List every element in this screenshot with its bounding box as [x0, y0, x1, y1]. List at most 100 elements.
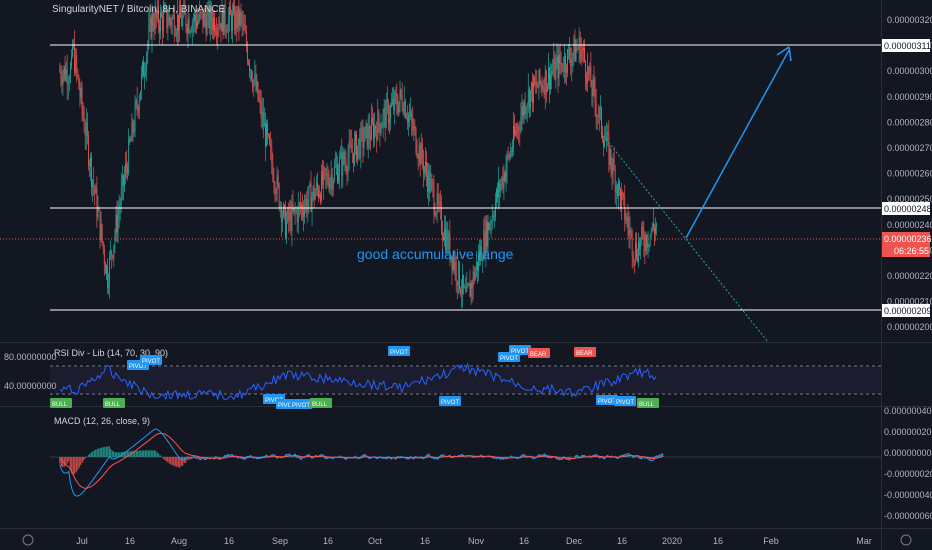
- macd-tick: 0.00000000: [884, 448, 932, 458]
- macd-bar: [198, 457, 200, 460]
- candle-body: [548, 67, 549, 85]
- candle-body: [394, 92, 396, 111]
- candle-body: [99, 210, 101, 241]
- candle-body: [621, 192, 622, 208]
- candle-body: [114, 234, 116, 245]
- macd-bar: [176, 457, 178, 467]
- candle-body: [543, 86, 545, 96]
- candle-body: [584, 47, 585, 62]
- candle-body: [306, 198, 308, 212]
- macd-bar: [266, 455, 268, 457]
- macd-bar: [71, 457, 73, 474]
- macd-bar: [395, 457, 397, 459]
- level-label-311: 0.00000311: [884, 41, 931, 51]
- candle-body: [254, 74, 256, 80]
- candle-body: [311, 196, 313, 212]
- candle-body: [104, 263, 106, 274]
- candle-body: [566, 70, 567, 73]
- macd-bar: [603, 457, 605, 459]
- macd-bar: [632, 457, 634, 458]
- candle-body: [188, 18, 190, 33]
- candle-body: [536, 82, 538, 88]
- candle-body: [473, 271, 475, 281]
- candle-body: [523, 102, 525, 116]
- candle-body: [77, 70, 79, 77]
- candle-body: [151, 13, 153, 38]
- candle-body: [232, 12, 233, 32]
- candle-body: [182, 15, 184, 26]
- candle-body: [327, 173, 329, 183]
- candle-body: [358, 138, 360, 146]
- candle-body: [351, 152, 353, 154]
- candle-body: [435, 213, 437, 216]
- candle-body: [602, 132, 603, 140]
- candle-body: [60, 71, 62, 80]
- candle-body: [110, 250, 112, 257]
- candle-body: [192, 21, 194, 23]
- candle-body: [366, 123, 368, 148]
- candle-body: [262, 111, 264, 128]
- candle-body: [528, 88, 530, 109]
- macd-bar: [65, 457, 67, 466]
- candle-body: [453, 258, 455, 271]
- candle-body: [368, 126, 370, 138]
- time-label: Jul: [76, 536, 88, 546]
- candle-body: [616, 185, 618, 196]
- rsi-marker-bg: [509, 345, 531, 355]
- candle-body: [265, 122, 266, 147]
- candle-body: [611, 167, 613, 175]
- candle-body: [516, 130, 518, 133]
- time-label: Sep: [272, 536, 288, 546]
- macd-bar: [293, 456, 295, 457]
- candle-body: [128, 138, 130, 174]
- candle-body: [573, 38, 575, 54]
- candle-body: [545, 70, 547, 92]
- macd-bar: [218, 457, 220, 458]
- candle-body: [135, 100, 137, 105]
- candle-body: [628, 225, 630, 235]
- candle-body: [610, 149, 612, 168]
- candle-body: [100, 224, 102, 241]
- macd-bar: [155, 450, 157, 457]
- candle-body: [294, 207, 296, 212]
- candle-body: [152, 13, 154, 27]
- candle-body: [257, 81, 259, 100]
- macd-bar: [131, 451, 133, 457]
- candle-body: [464, 287, 466, 288]
- candle-body: [184, 6, 186, 15]
- candle-body: [281, 216, 283, 223]
- macd-bar: [68, 457, 70, 462]
- candle-body: [374, 125, 375, 140]
- candle-body: [387, 102, 389, 124]
- candle-body: [588, 66, 590, 75]
- time-label: 16: [224, 536, 234, 546]
- timezone-icon[interactable]: [22, 534, 34, 546]
- candle-body: [506, 153, 508, 169]
- candle-body: [410, 112, 412, 117]
- settings-icon[interactable]: [900, 534, 912, 546]
- candle-body: [156, 5, 158, 18]
- candle-body: [269, 135, 271, 144]
- macd-bar: [369, 457, 371, 459]
- candle-body: [118, 209, 120, 215]
- candle-body: [556, 56, 558, 63]
- candle-body: [634, 242, 636, 262]
- candle-body: [555, 62, 557, 80]
- candle-body: [377, 111, 379, 141]
- candle-body: [62, 73, 64, 85]
- candle-body: [352, 152, 354, 164]
- candle-body: [643, 234, 645, 247]
- candle-body: [304, 206, 306, 218]
- candle-body: [354, 141, 355, 164]
- candle-body: [302, 205, 303, 213]
- candle-body: [111, 250, 113, 256]
- candle-body: [92, 180, 94, 187]
- macd-bar: [522, 454, 524, 457]
- macd-tick: -0.00000040: [884, 490, 932, 500]
- candle-body: [98, 208, 100, 211]
- candle-body: [344, 162, 346, 163]
- candle-body: [202, 12, 204, 27]
- macd-bar: [108, 446, 110, 457]
- macd-bar: [548, 457, 550, 458]
- candle-body: [417, 156, 419, 159]
